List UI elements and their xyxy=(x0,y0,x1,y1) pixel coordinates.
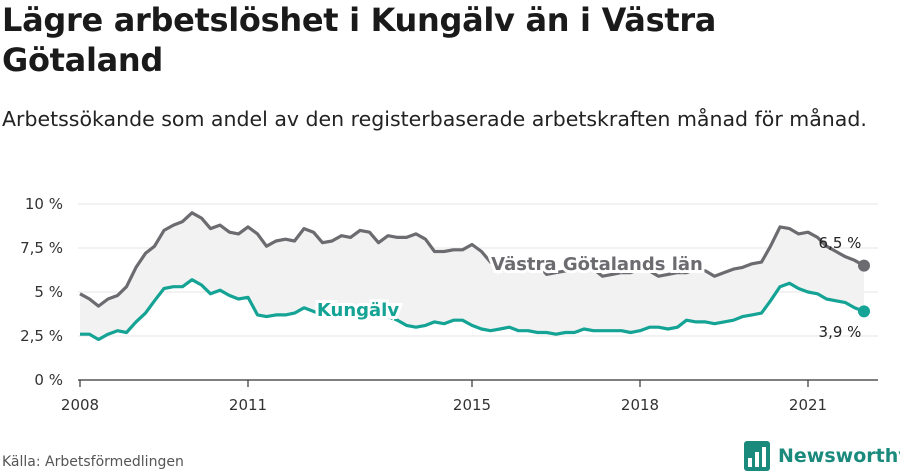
y-tick-label: 7,5 % xyxy=(20,239,63,257)
x-tick-label: 2015 xyxy=(453,396,491,414)
x-tick-label: 2021 xyxy=(789,396,827,414)
end-value-kungalv: 3,9 % xyxy=(819,323,862,341)
newsworthy-logo-icon xyxy=(744,441,770,471)
series-line-vastra-gotaland xyxy=(79,211,865,308)
chart-title: Lägre arbetslöshet i Kungälv än i Västra… xyxy=(2,1,717,79)
y-tick-label: 5 % xyxy=(34,283,63,301)
series-label-kungalv: Kungälv xyxy=(317,300,399,321)
end-point-kungalv xyxy=(858,305,870,318)
x-tick-label: 2018 xyxy=(621,396,659,414)
x-tick-label: 2011 xyxy=(229,396,267,414)
brand-logo[interactable]: Newsworthy xyxy=(744,441,900,471)
end-point-vastra-gotaland xyxy=(858,259,870,272)
y-tick-label: 2,5 % xyxy=(20,327,63,345)
series-label-vastra-gotaland: Västra Götalands län xyxy=(491,254,703,275)
source-note: Källa: Arbetsförmedlingen xyxy=(2,454,184,470)
gap-band xyxy=(80,212,864,340)
x-axis: 2008 2011 2015 2018 2021 xyxy=(61,380,827,414)
x-tick-label: 2008 xyxy=(61,396,99,414)
y-tick-label: 0 % xyxy=(34,371,63,389)
brand-name: Newsworthy xyxy=(778,445,900,467)
series-line-kungalv xyxy=(80,278,865,342)
end-value-vastra-gotaland: 6,5 % xyxy=(819,234,862,252)
chart-subtitle: Arbetssökande som andel av den registerb… xyxy=(2,107,867,131)
y-tick-label: 10 % xyxy=(25,195,63,213)
